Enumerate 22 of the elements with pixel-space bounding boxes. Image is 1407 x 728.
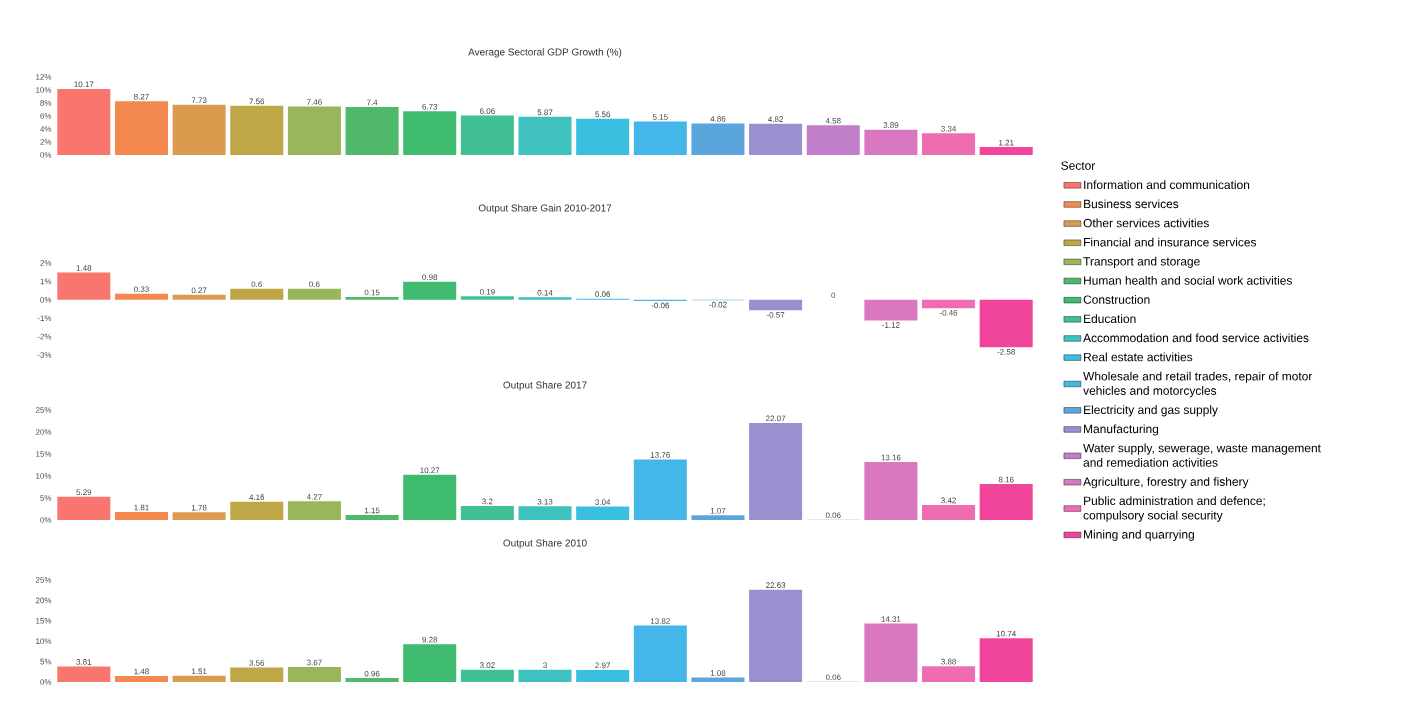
legend-label: Other services activities xyxy=(1083,218,1209,228)
legend-label: Financial and insurance services xyxy=(1084,237,1257,247)
chart-title: Output Share Gain 2010-2017 xyxy=(478,204,612,214)
legend-label: Mining and quarrying xyxy=(1084,529,1194,541)
legend-label: Agriculture, forestry and fishery xyxy=(1083,477,1249,489)
legend-label: Manufacturing xyxy=(1084,424,1159,436)
legend-label: Public administration and defence; compulsory social security xyxy=(1083,496,1265,522)
legend-label: Electricity and gas supply xyxy=(1084,405,1218,417)
legend-label: Water supply, sewerage, waste management and remediation activities xyxy=(1083,443,1321,467)
legend-label: Information and communication xyxy=(1084,180,1250,190)
legend-label: Accommodation and food service activities xyxy=(1083,333,1309,343)
legend-label: Construction xyxy=(1083,295,1150,304)
chart-title: Output Share 2010 xyxy=(503,539,587,549)
chart-title: Average Sectoral GDP Growth (%) xyxy=(468,48,622,58)
legend-label: Education xyxy=(1084,314,1136,324)
legend-label: Wholesale and retail trades, repair of motor vehicles and motorcycles xyxy=(1083,371,1313,398)
legend-label: Real estate activities xyxy=(1084,352,1193,362)
legend-label: Transport and storage xyxy=(1083,256,1200,268)
legend-title: Sector xyxy=(1061,161,1096,170)
legend-label: Human health and social work activities xyxy=(1084,275,1292,285)
chart-title: Output Share 2017 xyxy=(503,381,587,391)
legend-label: Business services xyxy=(1084,199,1179,209)
